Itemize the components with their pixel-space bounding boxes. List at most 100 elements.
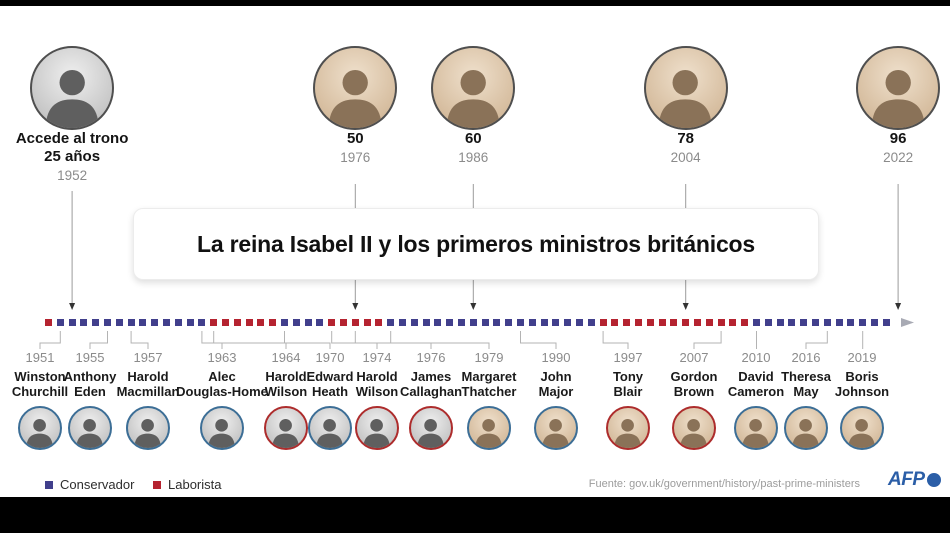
- timeline-square: [45, 319, 52, 326]
- pm-column: 2007 Gordon Brown: [639, 350, 749, 450]
- pm-column: 1997 Tony Blair: [573, 350, 683, 450]
- pm-year-label: 1974: [362, 350, 392, 365]
- afp-logo-dot-icon: [926, 473, 941, 487]
- pm-name: Margaret: [461, 369, 517, 384]
- pm-name: Harold: [356, 369, 398, 384]
- pm-name: Major: [538, 384, 574, 399]
- queen-year-label: 2022: [883, 150, 914, 165]
- timeline-square: [800, 319, 808, 326]
- legend-color-swatch: [153, 480, 161, 489]
- timeline-square: [753, 319, 760, 326]
- queen-age-label: 50: [346, 130, 364, 147]
- pm-year-label: 1963: [207, 350, 237, 365]
- afp-logo-text: AFP: [888, 469, 925, 490]
- timeline-square: [151, 319, 159, 326]
- timeline-square: [576, 319, 583, 326]
- queen-milestone: 78 2004: [606, 46, 766, 165]
- timeline-square: [611, 319, 619, 326]
- queen-portrait: [30, 46, 115, 130]
- queen-year-label: 1986: [458, 150, 489, 165]
- queen-age-label: 78: [677, 130, 695, 147]
- pm-year-label: 2007: [679, 350, 709, 365]
- pm-portrait: [200, 406, 244, 450]
- timeline-square: [56, 319, 64, 326]
- pm-year-label: 1957: [133, 350, 163, 365]
- timeline-square: [469, 319, 477, 326]
- afp-logo: AFP: [888, 469, 941, 491]
- timeline-square: [599, 319, 607, 326]
- pm-portrait: [308, 406, 352, 450]
- timeline-square: [92, 319, 100, 326]
- pm-name: Johnson: [834, 384, 890, 399]
- pm-column: 2019 Boris Johnson: [807, 350, 917, 450]
- pm-name: Gordon: [670, 369, 718, 384]
- timeline-square: [481, 319, 489, 326]
- pm-name: Eden: [74, 384, 106, 399]
- pm-year-label: 1976: [416, 350, 446, 365]
- timeline-square: [705, 319, 713, 326]
- timeline-square: [304, 319, 312, 326]
- timeline-square: [812, 319, 819, 326]
- timeline-square: [363, 319, 371, 326]
- pm-name: Cameron: [727, 384, 785, 399]
- timeline-square: [517, 319, 524, 326]
- timeline-square: [222, 319, 229, 326]
- timeline-square: [458, 319, 465, 326]
- timeline-square: [635, 319, 642, 326]
- legend-color-swatch: [45, 480, 53, 489]
- pm-year-label: 1970: [315, 350, 345, 365]
- pm-name: Churchill: [11, 384, 69, 399]
- timeline-square: [871, 319, 878, 326]
- pm-column: 1964 Harold Wilson: [231, 350, 341, 450]
- queen-portrait: [643, 46, 728, 130]
- timeline-square: [387, 319, 395, 326]
- queen-milestone: 60 1986: [393, 46, 553, 165]
- timeline-square: [316, 319, 324, 326]
- pm-name: Edward: [306, 369, 354, 384]
- queen-age-label: 25 años: [44, 148, 101, 165]
- timeline-square: [682, 319, 690, 326]
- queen-milestone: 96 2022: [818, 46, 950, 165]
- timeline-square: [564, 319, 572, 326]
- timeline-square: [340, 319, 347, 326]
- timeline-square: [835, 319, 843, 326]
- pm-portrait: [68, 406, 112, 450]
- timeline-square: [422, 319, 430, 326]
- pm-name: Alec: [208, 369, 236, 384]
- pm-column: 1963 Alec Douglas-Home: [167, 350, 277, 450]
- queen-year-label: 1976: [340, 150, 371, 165]
- pm-name: Wilson: [355, 384, 399, 399]
- timeline-square: [163, 319, 170, 326]
- pm-portrait: [467, 406, 511, 450]
- pm-name: Blair: [613, 384, 643, 399]
- pm-name: Boris: [845, 369, 879, 384]
- timeline-square: [399, 319, 406, 326]
- pm-column: 1955 Anthony Eden: [35, 350, 145, 450]
- timeline-square: [717, 319, 725, 326]
- pm-portrait: [126, 406, 170, 450]
- pm-name: John: [540, 369, 572, 384]
- pm-name: Harold: [265, 369, 307, 384]
- timeline-square: [847, 319, 855, 326]
- timeline-square: [540, 319, 548, 326]
- timeline-square: [127, 319, 135, 326]
- pm-portrait: [264, 406, 308, 450]
- queen-year-label: 2004: [670, 150, 701, 165]
- pm-name: James: [410, 369, 452, 384]
- timeline-square: [210, 319, 218, 326]
- queen-portrait: [431, 46, 516, 130]
- pm-portrait: [409, 406, 453, 450]
- timeline-square: [434, 319, 442, 326]
- pm-name: Douglas-Home: [176, 384, 268, 399]
- timeline-square: [859, 319, 867, 326]
- pm-name: May: [793, 384, 819, 399]
- timeline-square: [233, 319, 241, 326]
- queen-year-label: 1952: [57, 168, 88, 183]
- timeline-square: [694, 319, 701, 326]
- queen-portrait: [856, 46, 941, 130]
- pm-column: 1951 Winston Churchill: [0, 350, 95, 450]
- pm-portrait: [734, 406, 778, 450]
- timeline-square: [552, 319, 560, 326]
- bottom-black-bar: [0, 497, 950, 533]
